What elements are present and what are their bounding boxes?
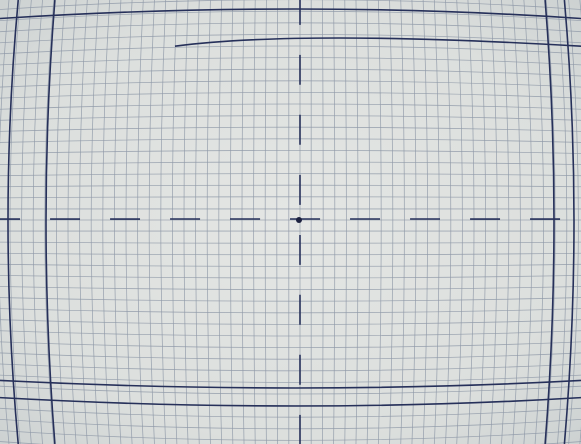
page: (() => { const NS = 'http://www.w3.org/2… — [0, 0, 581, 444]
center-dot — [296, 217, 302, 223]
grid-paper-photo — [0, 0, 581, 444]
